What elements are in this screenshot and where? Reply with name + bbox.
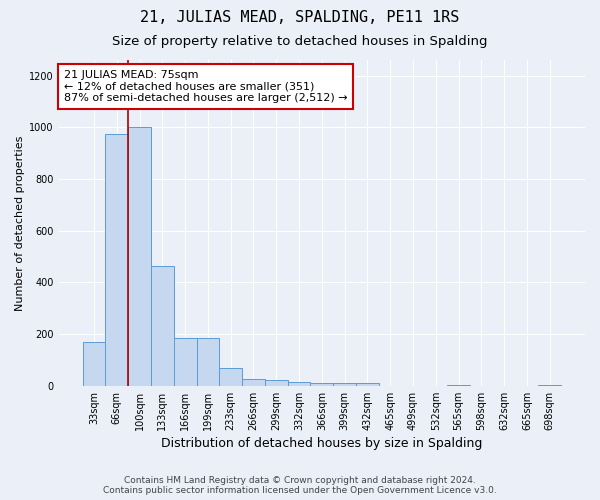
Bar	[242, 380, 265, 386]
Bar	[151, 266, 174, 386]
Text: 21, JULIAS MEAD, SPALDING, PE11 1RS: 21, JULIAS MEAD, SPALDING, PE11 1RS	[140, 10, 460, 25]
Bar	[333, 383, 356, 386]
Bar	[174, 338, 197, 386]
Bar	[197, 338, 219, 386]
Bar	[265, 380, 287, 386]
Bar	[447, 385, 470, 386]
Text: Size of property relative to detached houses in Spalding: Size of property relative to detached ho…	[112, 35, 488, 48]
Bar	[83, 342, 106, 386]
Y-axis label: Number of detached properties: Number of detached properties	[15, 135, 25, 310]
Bar	[356, 382, 379, 386]
Bar	[106, 134, 128, 386]
Text: Contains HM Land Registry data © Crown copyright and database right 2024.
Contai: Contains HM Land Registry data © Crown c…	[103, 476, 497, 495]
Bar	[538, 385, 561, 386]
X-axis label: Distribution of detached houses by size in Spalding: Distribution of detached houses by size …	[161, 437, 482, 450]
Bar	[287, 382, 310, 386]
Text: 21 JULIAS MEAD: 75sqm
← 12% of detached houses are smaller (351)
87% of semi-det: 21 JULIAS MEAD: 75sqm ← 12% of detached …	[64, 70, 347, 103]
Bar	[219, 368, 242, 386]
Bar	[128, 127, 151, 386]
Bar	[310, 382, 333, 386]
